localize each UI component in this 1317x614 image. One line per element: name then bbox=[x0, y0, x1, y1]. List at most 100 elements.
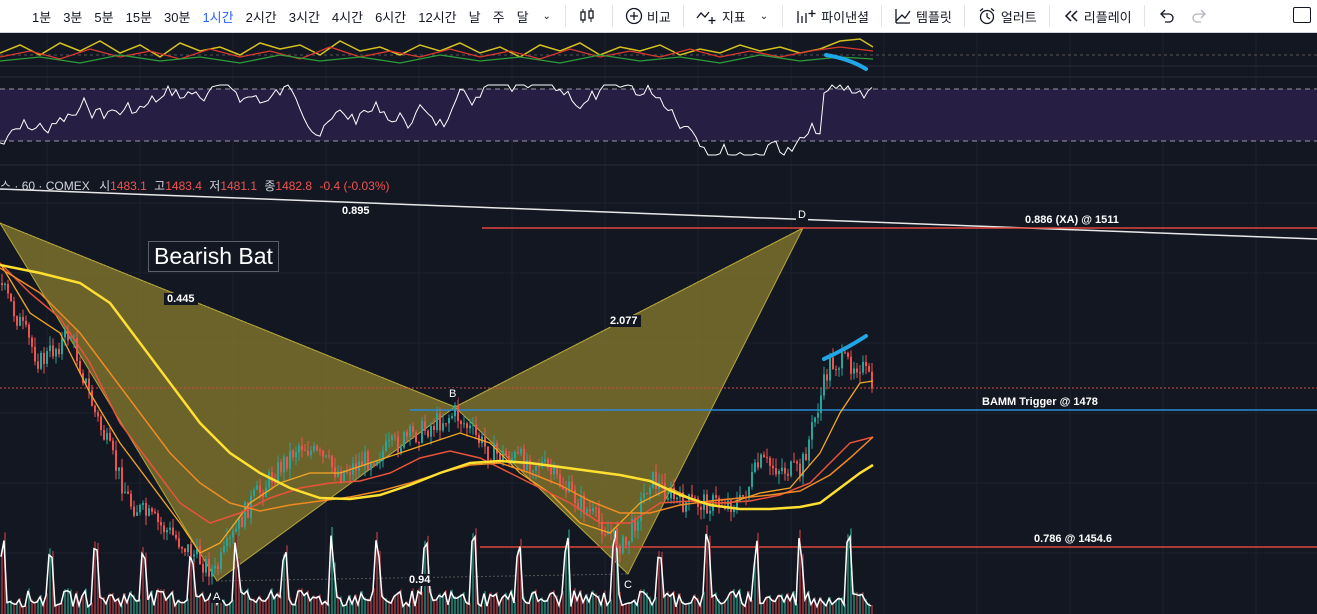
timeframe-2[interactable]: 5분 bbox=[94, 9, 114, 25]
volume-bar bbox=[244, 591, 246, 614]
candle-body bbox=[532, 470, 534, 472]
indicators-button[interactable]: 지표 bbox=[690, 7, 752, 26]
volume-bar bbox=[205, 599, 207, 614]
timeframe-5[interactable]: 1시간 bbox=[202, 9, 234, 25]
timeframe-10[interactable]: 12시간 bbox=[418, 9, 457, 25]
candle-body bbox=[865, 361, 867, 366]
candle-body bbox=[403, 431, 405, 448]
layout-box-button[interactable] bbox=[1293, 7, 1311, 23]
timeframe-11[interactable]: 날 bbox=[468, 9, 481, 25]
volume-bar bbox=[307, 590, 309, 614]
volume-bar bbox=[688, 602, 690, 614]
volume-bar bbox=[850, 528, 852, 614]
candle-body bbox=[475, 424, 477, 435]
volume-bar bbox=[166, 598, 168, 614]
candle-body bbox=[556, 466, 558, 475]
volume-bar bbox=[724, 601, 726, 614]
candle-body bbox=[256, 485, 258, 490]
volume-bar bbox=[805, 597, 807, 614]
candle-body bbox=[787, 473, 789, 476]
alert-button[interactable]: 얼러트 bbox=[971, 7, 1043, 26]
volume-bar bbox=[376, 532, 378, 614]
timeframe-3[interactable]: 15분 bbox=[125, 9, 153, 25]
timeframe-12[interactable]: 주 bbox=[492, 9, 505, 25]
chart-area[interactable]: 스 · 60 · COMEX 시1483.1 고1483.4 저1481.1 종… bbox=[0, 33, 1317, 614]
volume-bar bbox=[667, 591, 669, 614]
candle-body bbox=[379, 460, 381, 462]
undo-button[interactable] bbox=[1151, 7, 1185, 25]
candle-body bbox=[742, 494, 744, 497]
volume-bar bbox=[457, 596, 459, 614]
volume-bar bbox=[580, 589, 582, 614]
volume-bar bbox=[670, 594, 672, 614]
candle-body bbox=[406, 431, 408, 437]
chart-canvas[interactable] bbox=[0, 33, 1317, 614]
timeframe-0[interactable]: 1분 bbox=[32, 9, 52, 25]
oscillator-pane bbox=[0, 38, 1317, 71]
candle-body bbox=[298, 445, 300, 453]
candle-body bbox=[421, 421, 423, 443]
candle-body bbox=[76, 337, 78, 361]
timeframe-6[interactable]: 2시간 bbox=[245, 9, 277, 25]
timeframe-13[interactable]: 달 bbox=[516, 9, 529, 25]
pine-button[interactable]: 파이낸셜 bbox=[789, 7, 875, 26]
volume-bar bbox=[847, 534, 849, 614]
candle-body bbox=[340, 471, 342, 482]
timeframe-7[interactable]: 3시간 bbox=[288, 9, 320, 25]
candle-body bbox=[199, 546, 201, 565]
volume-bar bbox=[313, 595, 315, 614]
candle-body bbox=[790, 461, 792, 476]
candle-body bbox=[838, 368, 840, 370]
volume-bar bbox=[835, 600, 837, 614]
legend-open-label: 시 bbox=[99, 179, 111, 193]
candle-body bbox=[301, 445, 303, 451]
volume-bar bbox=[703, 591, 705, 614]
volume-bar bbox=[364, 597, 366, 614]
volume-bar bbox=[229, 603, 231, 614]
volume-bar bbox=[679, 593, 681, 614]
timeframe-9[interactable]: 6시간 bbox=[375, 9, 407, 25]
alarm-clock-icon bbox=[979, 8, 995, 25]
candle-body bbox=[436, 413, 438, 430]
candle-body bbox=[598, 508, 600, 522]
volume-bar bbox=[868, 603, 870, 614]
volume-bar bbox=[829, 596, 831, 614]
candle-body bbox=[700, 506, 702, 510]
candle-body bbox=[157, 513, 159, 523]
indicators-dropdown-chevron-icon[interactable]: ⌄ bbox=[759, 10, 769, 22]
candle-body bbox=[442, 423, 444, 431]
volume-bar bbox=[553, 590, 555, 614]
candle-body bbox=[121, 467, 123, 494]
volume-bar bbox=[304, 593, 306, 614]
volume-bar bbox=[241, 589, 243, 614]
pattern-title[interactable]: Bearish Bat bbox=[148, 241, 279, 272]
volume-bar bbox=[619, 592, 621, 614]
candle-body bbox=[649, 487, 651, 495]
candle-body bbox=[799, 463, 801, 477]
volume-bar bbox=[871, 604, 873, 614]
timeframe-4[interactable]: 30분 bbox=[164, 9, 191, 25]
timeframe-dropdown-chevron-icon[interactable]: ⌄ bbox=[542, 10, 551, 22]
candle-body bbox=[289, 450, 291, 469]
candle-style-button[interactable] bbox=[572, 7, 606, 25]
candle-body bbox=[727, 500, 729, 510]
volume-bar bbox=[529, 602, 531, 614]
volume-bar bbox=[124, 593, 126, 614]
bat-pattern-xab-fill bbox=[0, 222, 457, 582]
redo-button[interactable] bbox=[1185, 7, 1219, 25]
replay-button[interactable]: 리플레이 bbox=[1056, 7, 1138, 26]
volume-bar bbox=[517, 550, 519, 614]
candle-body bbox=[7, 283, 9, 294]
timeframe-1[interactable]: 3분 bbox=[63, 9, 83, 25]
volume-bar bbox=[76, 591, 78, 614]
candle-body bbox=[202, 564, 204, 573]
volume-bar bbox=[10, 600, 12, 614]
volume-bar bbox=[586, 593, 588, 614]
candle-body bbox=[853, 368, 855, 374]
compare-button[interactable]: 비교 bbox=[619, 7, 677, 26]
volume-bar bbox=[22, 605, 24, 614]
timeframe-8[interactable]: 4시간 bbox=[331, 9, 364, 25]
volume-bar bbox=[625, 603, 627, 614]
volume-bar bbox=[814, 597, 816, 614]
templates-button[interactable]: 템플릿 bbox=[888, 7, 958, 26]
